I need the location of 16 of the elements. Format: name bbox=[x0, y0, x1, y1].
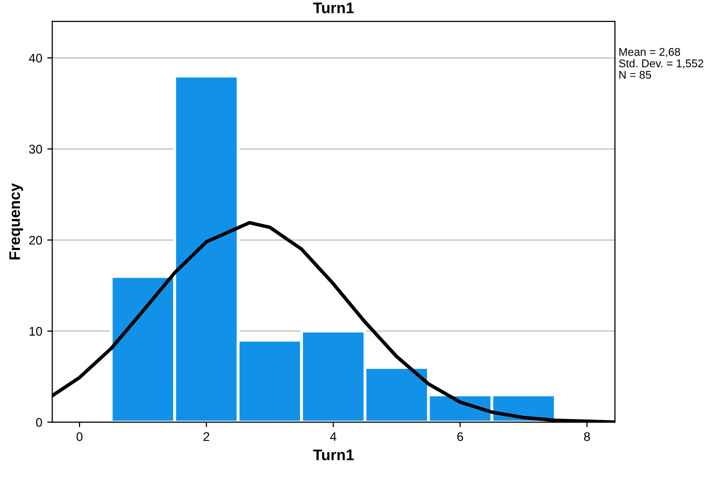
y-tick-label: 30 bbox=[29, 144, 42, 154]
text: Mean = 2,68 bbox=[619, 48, 680, 58]
text: Std. Dev. = 1,552 bbox=[618, 59, 704, 69]
text: N = 85 bbox=[619, 70, 652, 79]
x-tick-label: 4 bbox=[330, 432, 336, 441]
chart-title: Turn1 bbox=[313, 2, 354, 14]
x-tick-label: 8 bbox=[584, 432, 590, 442]
y-tick-label: 10 bbox=[30, 326, 42, 336]
x-axis-title: Turn1 bbox=[313, 450, 354, 460]
y-tick-label: 0 bbox=[36, 418, 42, 427]
y-tick-label: 20 bbox=[29, 236, 42, 245]
y-tick-label: 40 bbox=[28, 54, 42, 63]
x-tick-label: 0 bbox=[76, 432, 83, 442]
x-tick-label: 2 bbox=[204, 432, 210, 441]
y-axis-title: Frequency bbox=[9, 183, 24, 260]
x-tick-label: 6 bbox=[457, 432, 464, 442]
